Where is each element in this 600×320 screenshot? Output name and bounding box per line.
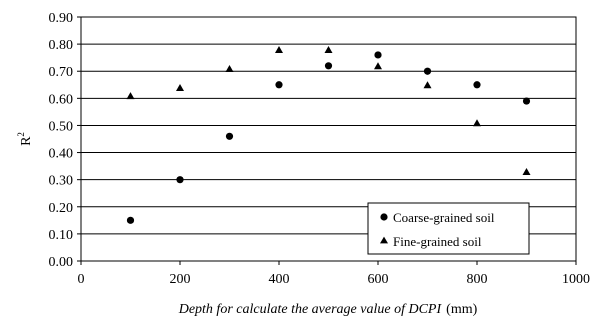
- x-axis-label-unit: (mm): [446, 302, 477, 317]
- legend-marker-coarse: [380, 213, 388, 221]
- fine-grained-point: [522, 168, 531, 176]
- grid-lines: [81, 43, 576, 235]
- coarse-grained-point: [225, 132, 234, 140]
- x-axis-label-main: Depth for calculate the average value of…: [178, 302, 443, 317]
- x-tick-label: 800: [467, 272, 488, 287]
- plot-area-border: [80, 16, 577, 262]
- data-points: [126, 46, 531, 224]
- coarse-grained-point: [275, 81, 283, 89]
- legend-box: [367, 202, 530, 255]
- x-tick-label: 600: [368, 272, 389, 287]
- fine-grained-point: [275, 46, 283, 54]
- x-axis-label: Depth for calculate the average value of…: [178, 302, 478, 317]
- legend-marker-fine: [380, 236, 388, 244]
- legend-label-coarse: Coarse-grained soil: [393, 210, 495, 225]
- coarse-grained-point: [126, 216, 135, 224]
- y-tick-label: 0.90: [49, 11, 74, 26]
- coarse-grained-point: [176, 176, 184, 184]
- y-tick-label: 0.70: [49, 65, 74, 80]
- coarse-grained-point: [522, 97, 531, 105]
- fine-grained-point: [126, 92, 135, 100]
- x-tick-label: 1000: [562, 272, 590, 287]
- y-tick-label: 0.20: [49, 201, 74, 216]
- legend-label-fine: Fine-grained soil: [393, 234, 482, 249]
- coarse-grained-point: [324, 62, 333, 70]
- fine-grained-point: [225, 65, 234, 73]
- coarse-grained-point: [374, 51, 382, 59]
- y-tick-label: 0.60: [49, 92, 74, 107]
- x-tick-label: 400: [269, 272, 290, 287]
- y-tick-label: 0.80: [49, 38, 74, 53]
- y-axis-label-superscript: 2: [16, 132, 26, 137]
- x-tick-label: 200: [170, 272, 191, 287]
- y-tick-label: 0.40: [49, 147, 74, 162]
- y-tick-label: 0.10: [49, 228, 74, 243]
- y-tick-label: 0.50: [49, 119, 74, 134]
- y-axis-label: R2: [16, 132, 34, 146]
- legend: Coarse-grained soil Fine-grained soil: [367, 202, 530, 255]
- fine-grained-point: [473, 119, 481, 127]
- coarse-grained-point: [473, 81, 481, 89]
- coarse-grained-point: [423, 67, 432, 75]
- x-axis-ticks: 0 200 400 600 800 1000: [78, 261, 590, 287]
- y-tick-label: 0.30: [49, 174, 74, 189]
- fine-grained-point: [423, 81, 432, 89]
- x-tick-label: 0: [78, 272, 85, 287]
- fine-grained-point: [324, 46, 333, 54]
- y-tick-label: 0.00: [49, 255, 74, 270]
- y-axis-label-main: R: [19, 136, 34, 146]
- y-axis-ticks: 0.00 0.10 0.20 0.30 0.40 0.50 0.60 0.70 0.80 0.90: [49, 11, 81, 270]
- fine-grained-point: [176, 83, 184, 91]
- fine-grained-point: [374, 62, 382, 70]
